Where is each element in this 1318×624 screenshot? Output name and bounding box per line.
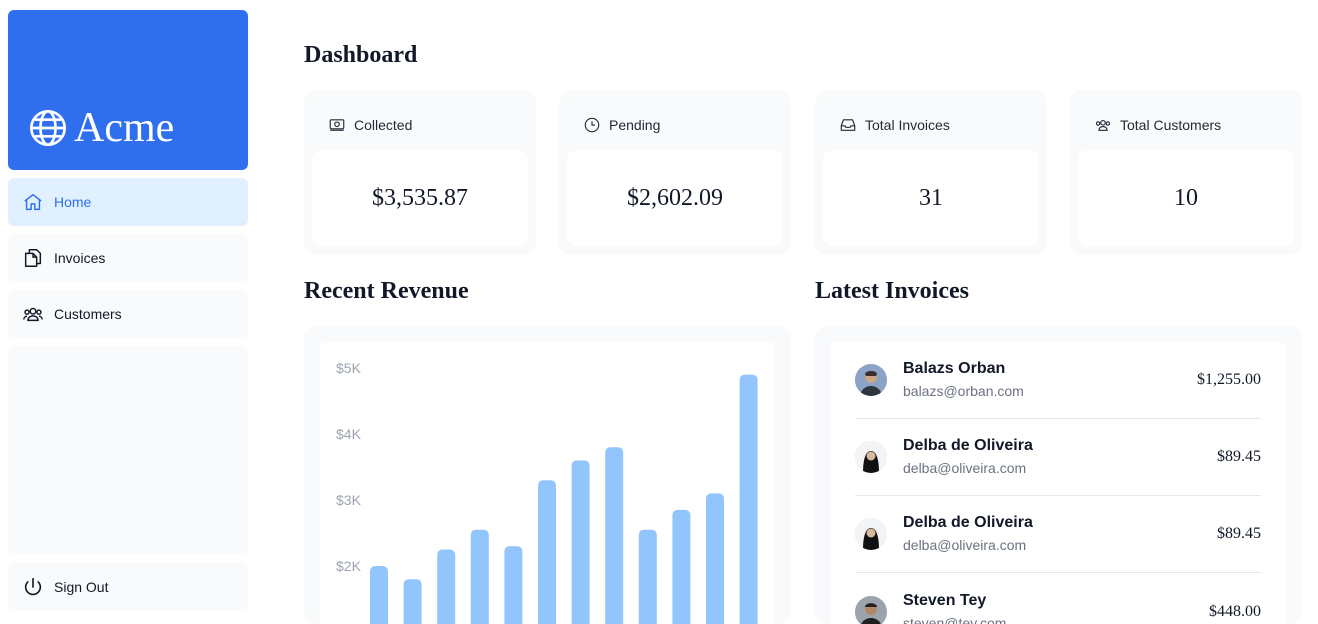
y-tick-label: $3K <box>336 492 362 508</box>
recent-revenue-title: Recent Revenue <box>304 278 469 304</box>
revenue-bar <box>571 460 590 624</box>
revenue-bar <box>605 447 624 624</box>
card-total-invoices: Total Invoices 31 <box>815 90 1047 255</box>
clock-icon <box>584 117 600 133</box>
customer-name: Delba de Oliveira <box>903 437 1033 454</box>
main-content: Dashboard Collected $3,535.87 Pending $2… <box>304 0 1304 624</box>
banknotes-icon <box>329 119 345 131</box>
revenue-bar <box>437 549 456 624</box>
card-pending: Pending $2,602.09 <box>559 90 791 255</box>
revenue-bar <box>403 579 422 624</box>
globe-icon <box>30 110 66 146</box>
card-value: 31 <box>823 150 1039 246</box>
nav-label: Invoices <box>54 250 106 266</box>
customer-name: Steven Tey <box>903 591 987 609</box>
avatar <box>855 364 887 396</box>
user-group-icon <box>1095 119 1111 131</box>
logo-text: Acme <box>74 105 175 151</box>
revenue-bar <box>370 566 388 624</box>
customer-email: balazs@orban.com <box>903 383 1024 399</box>
nav-item-home[interactable]: Home <box>8 178 248 226</box>
revenue-bar <box>672 509 691 624</box>
revenue-chart-svg: $5K $4K $3K $2K <box>336 360 758 624</box>
sidebar-spacer <box>8 346 248 554</box>
sidebar: Acme Home Invoices Customers Sign Out <box>8 10 248 624</box>
latest-invoices-title: Latest Invoices <box>815 278 969 304</box>
revenue-bar <box>504 546 523 624</box>
invoice-row[interactable]: Balazs Orban balazs@orban.com $1,255.00 <box>855 342 1261 419</box>
revenue-bar <box>470 529 489 624</box>
invoice-amount: $1,255.00 <box>1197 371 1261 388</box>
card-label: Pending <box>609 117 661 133</box>
latest-invoices-list: Balazs Orban balazs@orban.com $1,255.00 … <box>831 342 1286 624</box>
invoice-row[interactable]: Delba de Oliveira delba@oliveira.com $89… <box>855 419 1261 496</box>
invoice-amount: $89.45 <box>1217 525 1261 542</box>
revenue-bar <box>538 480 556 624</box>
card-value: $2,602.09 <box>567 150 783 246</box>
latest-invoices-panel: Balazs Orban balazs@orban.com $1,255.00 … <box>815 326 1302 624</box>
revenue-bar <box>706 493 724 624</box>
page-title: Dashboard <box>304 42 418 68</box>
invoice-amount: $448.00 <box>1209 602 1261 620</box>
invoice-amount: $89.45 <box>1217 448 1261 465</box>
nav-label: Customers <box>54 306 122 322</box>
home-icon <box>24 193 42 211</box>
power-icon <box>24 577 42 596</box>
card-value: $3,535.87 <box>312 150 528 246</box>
customer-email: delba@oliveira.com <box>903 537 1027 553</box>
nav-item-invoices[interactable]: Invoices <box>8 234 248 282</box>
revenue-bar <box>638 529 657 624</box>
sign-out-label: Sign Out <box>54 579 109 595</box>
y-tick-label: $4K <box>336 426 362 442</box>
card-label: Total Invoices <box>865 117 950 133</box>
documents-icon <box>24 249 42 267</box>
customer-email: delba@oliveira.com <box>903 460 1027 476</box>
revenue-bar <box>739 374 758 624</box>
nav-item-customers[interactable]: Customers <box>8 290 248 338</box>
nav-label: Home <box>54 194 92 210</box>
customer-name: Delba de Oliveira <box>903 514 1033 531</box>
revenue-chart: $5K $4K $3K $2K <box>320 342 775 624</box>
avatar <box>855 518 887 550</box>
card-label: Collected <box>354 117 413 133</box>
logo-banner[interactable]: Acme <box>8 10 248 170</box>
card-total-customers: Total Customers 10 <box>1070 90 1302 255</box>
invoice-row[interactable]: Steven Tey steven@tey.com $448.00 <box>855 573 1261 624</box>
invoice-row[interactable]: Delba de Oliveira delba@oliveira.com $89… <box>855 496 1261 573</box>
avatar <box>855 595 887 624</box>
card-label: Total Customers <box>1120 117 1222 133</box>
revenue-panel: $5K $4K $3K $2K <box>304 326 791 624</box>
customer-name: Balazs Orban <box>903 360 1006 377</box>
user-group-icon <box>23 307 43 322</box>
y-tick-label: $5K <box>336 360 362 376</box>
sign-out-button[interactable]: Sign Out <box>8 563 248 611</box>
avatar <box>855 441 887 473</box>
card-collected: Collected $3,535.87 <box>304 90 536 255</box>
customer-email: steven@tey.com <box>903 614 1007 624</box>
inbox-icon <box>840 119 856 131</box>
logo: Acme <box>28 106 174 150</box>
card-value: 10 <box>1078 150 1294 246</box>
y-tick-label: $2K <box>336 558 362 574</box>
